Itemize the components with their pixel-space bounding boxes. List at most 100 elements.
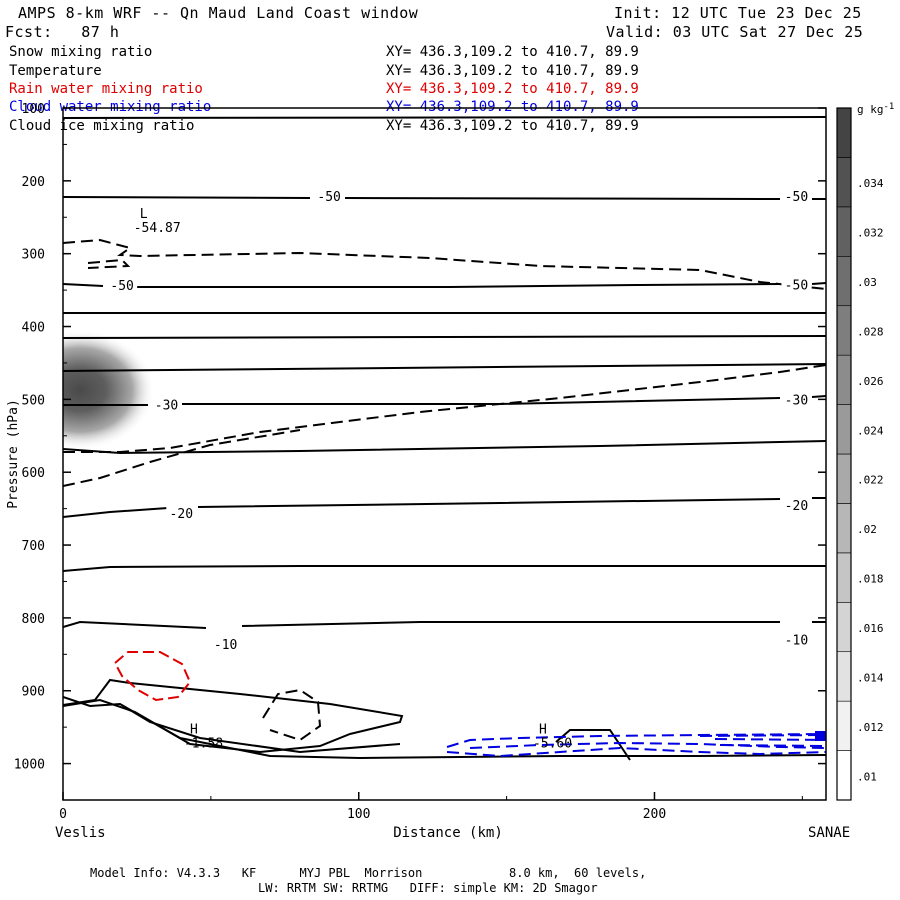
colorbar-segment: [836, 503, 852, 554]
colorbar-segment: [836, 700, 852, 751]
colorbar-segment: [836, 255, 852, 307]
x-tick-label: 100: [347, 807, 370, 822]
model-info-line2: LW: RRTM SW: RRTMG DIFF: simple KM: 2D S…: [258, 881, 598, 895]
right-endpoint-label: SANAE: [808, 825, 850, 841]
colorbar-tick-label: .02: [857, 523, 877, 536]
y-tick-label: 500: [22, 393, 45, 408]
field-cloudwater-label: Cloud water mixing ratio: [9, 99, 212, 115]
extremum-type: L: [140, 207, 148, 222]
model-info-line1: Model Info: V4.3.3 KF MYJ PBL Morrison 8…: [90, 866, 647, 880]
rain-water-contour: [113, 651, 192, 702]
x-axis-label: Distance (km): [393, 825, 503, 841]
chart-title: AMPS 8-km WRF -- Qn Maud Land Coast wind…: [18, 4, 419, 22]
y-tick-label: 700: [22, 539, 45, 554]
y-tick-label: 300: [22, 248, 45, 263]
colorbar-segment: [836, 601, 852, 653]
field-snow-label: Snow mixing ratio: [9, 44, 153, 60]
isotherm-label: -50: [317, 190, 340, 205]
field-temperature-label: Temperature: [9, 63, 102, 79]
isotherm-label: -50: [785, 190, 808, 205]
colorbar-tick-label: .022: [857, 474, 884, 487]
cloud-ice-contours: [63, 238, 826, 742]
colorbar-tick-label: .024: [857, 424, 884, 437]
isotherm-label-bg: [107, 277, 138, 293]
isotherms: [63, 116, 826, 761]
field-temperature-xy: XY= 436.3,109.2 to 410.7, 89.9: [386, 63, 639, 79]
field-cloudwater-xy: XY= 436.3,109.2 to 410.7, 89.9: [386, 99, 639, 115]
colorbar-segment: [836, 305, 852, 356]
extremum-value: -1.58: [184, 737, 223, 752]
field-cloudice-label: Cloud ice mixing ratio: [9, 118, 195, 134]
isotherm-label: -20: [170, 507, 193, 522]
isotherm-label-bg: [781, 391, 812, 407]
colorbar-tick-label: .016: [857, 622, 884, 635]
colorbar-segment: [836, 750, 852, 801]
y-tick-label: 800: [22, 612, 45, 627]
colorbar-tick-label: .028: [857, 325, 884, 338]
y-tick-label: 400: [22, 321, 45, 336]
isotherm-label: -30: [155, 398, 178, 413]
colorbar-tick-label: .018: [857, 573, 884, 586]
init-time: Init: 12 UTC Tue 23 Dec 25: [614, 4, 862, 22]
y-tick-label: 200: [22, 175, 45, 190]
left-endpoint-label: Veslis: [55, 825, 106, 841]
field-snow-xy: XY= 436.3,109.2 to 410.7, 89.9: [386, 44, 639, 60]
isotherm-label-bg: [781, 496, 812, 512]
colorbar-tick-label: .032: [857, 227, 884, 240]
isotherm-label-bg: [151, 396, 182, 412]
isotherm-label: -10: [785, 634, 808, 649]
cloud-water-max-block: [815, 731, 826, 741]
y-tick-label: 600: [22, 466, 45, 481]
extremum-type: H: [190, 723, 198, 738]
colorbar-segment: [836, 651, 852, 702]
y-axis: 100 200 300 400 500 600 700 800 900 1000: [14, 102, 826, 773]
extremum-value: -5.60: [533, 737, 572, 752]
isotherm-labels: -50 -50 -50 -50 -30 -30 -20 -20 -10 -10: [107, 188, 812, 653]
y-tick-label: 900: [22, 685, 45, 700]
forecast-hour: Fcst: 87 h: [5, 23, 120, 41]
colorbar-tick-label: .012: [857, 721, 884, 734]
colorbar-segment: [836, 404, 852, 455]
x-tick-label: 200: [643, 807, 666, 822]
y-tick-label: 1000: [14, 758, 45, 773]
extremum-value: -54.87: [134, 221, 181, 236]
isotherm-label-bg: [166, 505, 197, 521]
field-cloudice-xy: XY= 436.3,109.2 to 410.7, 89.9: [386, 118, 639, 134]
colorbar-segment: [836, 107, 852, 158]
y-axis-label: Pressure (hPa): [6, 399, 21, 509]
field-rain-xy: XY= 436.3,109.2 to 410.7, 89.9: [386, 81, 639, 97]
extrema-labels: L-54.87H-1.58H-5.60: [134, 207, 572, 752]
isotherm-label: -50: [110, 279, 133, 294]
colorbar: .01 .012 .014 .016 .018 .02 .022 .024 .026 .028 .0…: [836, 102, 894, 801]
colorbar-segment: [836, 552, 852, 603]
colorbar-segment: [836, 354, 852, 405]
extremum-type: H: [539, 723, 547, 738]
isotherm-label-bg: [781, 276, 812, 292]
x-axis: 0 100 200: [59, 792, 803, 822]
isotherm-label: -50: [785, 278, 808, 293]
isotherm-label: -30: [785, 393, 808, 408]
isotherm-label-bg: [210, 636, 241, 652]
colorbar-tick-label: .03: [857, 276, 877, 289]
plot-frame: [62, 107, 827, 801]
isotherm-label-bg: [314, 188, 345, 204]
colorbar-segment: [836, 206, 852, 257]
isotherm-label-bg: [781, 631, 812, 647]
isotherm-label: -20: [785, 499, 808, 514]
colorbar-frame: [836, 107, 852, 801]
x-tick-label: 0: [59, 807, 67, 822]
colorbar-tick-label: .01: [857, 770, 877, 783]
colorbar-segment: [836, 157, 852, 208]
colorbar-segment: [836, 453, 852, 504]
field-rain-label: Rain water mixing ratio: [9, 81, 203, 97]
isotherm-label: -10: [214, 638, 237, 653]
y-tick-label: 100: [22, 102, 45, 117]
colorbar-tick-label: .014: [857, 671, 884, 684]
colorbar-tick-label: .026: [857, 375, 884, 388]
isotherm-label-bg: [781, 188, 812, 204]
cloud-water-contours: [446, 733, 826, 758]
colorbar-tick-label: .034: [857, 177, 884, 190]
snow-maximum-shading: [63, 330, 155, 450]
valid-time: Valid: 03 UTC Sat 27 Dec 25: [606, 23, 864, 41]
